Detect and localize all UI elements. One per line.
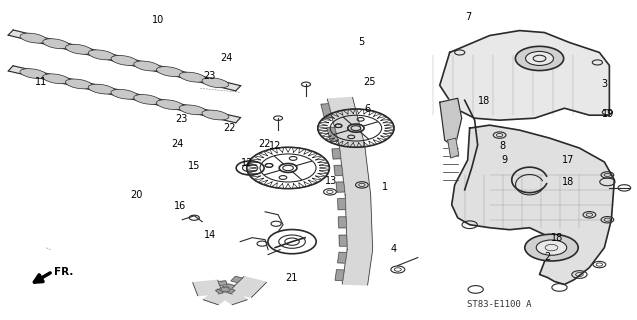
Polygon shape bbox=[215, 289, 224, 293]
Polygon shape bbox=[338, 252, 347, 263]
Text: 23: 23 bbox=[203, 71, 215, 81]
Text: 24: 24 bbox=[220, 53, 233, 63]
Text: 1: 1 bbox=[382, 182, 389, 192]
Polygon shape bbox=[203, 289, 233, 305]
Ellipse shape bbox=[515, 46, 564, 70]
Polygon shape bbox=[223, 286, 232, 291]
Ellipse shape bbox=[179, 72, 206, 82]
Text: 12: 12 bbox=[269, 141, 282, 151]
Polygon shape bbox=[440, 98, 462, 148]
Ellipse shape bbox=[43, 39, 69, 49]
Polygon shape bbox=[339, 235, 347, 246]
Text: 6: 6 bbox=[364, 104, 371, 114]
Text: 8: 8 bbox=[500, 141, 506, 151]
Text: 11: 11 bbox=[34, 77, 47, 87]
Ellipse shape bbox=[111, 55, 138, 65]
Text: 21: 21 bbox=[285, 273, 297, 283]
Polygon shape bbox=[334, 165, 343, 176]
Polygon shape bbox=[231, 276, 242, 283]
Text: 24: 24 bbox=[171, 139, 183, 149]
Ellipse shape bbox=[66, 79, 92, 89]
Text: 22: 22 bbox=[258, 139, 271, 149]
Text: 9: 9 bbox=[502, 155, 508, 165]
Polygon shape bbox=[338, 217, 347, 228]
Ellipse shape bbox=[20, 69, 47, 78]
Text: 23: 23 bbox=[176, 114, 188, 124]
Ellipse shape bbox=[134, 94, 161, 104]
Text: 17: 17 bbox=[561, 155, 574, 165]
Ellipse shape bbox=[525, 234, 578, 261]
Text: 3: 3 bbox=[601, 78, 608, 89]
Text: 18: 18 bbox=[551, 233, 563, 243]
Ellipse shape bbox=[526, 52, 554, 66]
Text: 12: 12 bbox=[241, 158, 254, 168]
Polygon shape bbox=[224, 284, 235, 290]
Polygon shape bbox=[452, 125, 614, 284]
Text: 14: 14 bbox=[204, 230, 217, 240]
Polygon shape bbox=[338, 199, 346, 210]
Text: 18: 18 bbox=[478, 96, 490, 106]
Polygon shape bbox=[218, 289, 247, 305]
Text: 22: 22 bbox=[223, 123, 236, 133]
Ellipse shape bbox=[88, 84, 115, 94]
Polygon shape bbox=[226, 289, 235, 293]
Polygon shape bbox=[221, 287, 230, 292]
Text: 20: 20 bbox=[130, 190, 142, 200]
Text: 25: 25 bbox=[363, 77, 376, 87]
Text: 4: 4 bbox=[390, 244, 397, 254]
Polygon shape bbox=[327, 98, 364, 146]
Text: 18: 18 bbox=[562, 177, 575, 187]
Polygon shape bbox=[8, 30, 241, 91]
Polygon shape bbox=[448, 138, 459, 158]
Ellipse shape bbox=[202, 78, 229, 88]
Ellipse shape bbox=[536, 240, 567, 255]
Text: 15: 15 bbox=[189, 161, 201, 172]
Text: 5: 5 bbox=[359, 37, 365, 47]
Text: ST83-E1100 A: ST83-E1100 A bbox=[468, 300, 532, 309]
Polygon shape bbox=[229, 276, 266, 297]
Ellipse shape bbox=[157, 100, 183, 109]
Ellipse shape bbox=[202, 110, 229, 120]
Text: 10: 10 bbox=[152, 15, 164, 25]
Text: 7: 7 bbox=[465, 12, 471, 22]
Ellipse shape bbox=[66, 44, 92, 54]
Ellipse shape bbox=[43, 74, 69, 84]
Polygon shape bbox=[8, 66, 241, 123]
Polygon shape bbox=[342, 249, 373, 285]
Polygon shape bbox=[218, 286, 227, 291]
Ellipse shape bbox=[134, 61, 161, 71]
Polygon shape bbox=[345, 195, 373, 250]
Polygon shape bbox=[193, 280, 223, 296]
Polygon shape bbox=[336, 182, 345, 192]
Ellipse shape bbox=[20, 33, 47, 43]
Text: 19: 19 bbox=[601, 109, 614, 119]
Text: 16: 16 bbox=[174, 201, 186, 211]
Polygon shape bbox=[218, 281, 227, 285]
Polygon shape bbox=[321, 104, 332, 118]
Ellipse shape bbox=[111, 89, 138, 99]
Text: FR.: FR. bbox=[54, 267, 73, 276]
Polygon shape bbox=[332, 149, 341, 159]
Polygon shape bbox=[327, 127, 338, 142]
Polygon shape bbox=[440, 31, 610, 120]
Text: 2: 2 bbox=[544, 252, 550, 262]
Ellipse shape bbox=[157, 67, 183, 76]
Polygon shape bbox=[340, 145, 371, 195]
Text: 13: 13 bbox=[325, 176, 338, 186]
Ellipse shape bbox=[89, 50, 115, 60]
Polygon shape bbox=[335, 270, 344, 281]
Ellipse shape bbox=[179, 105, 206, 115]
